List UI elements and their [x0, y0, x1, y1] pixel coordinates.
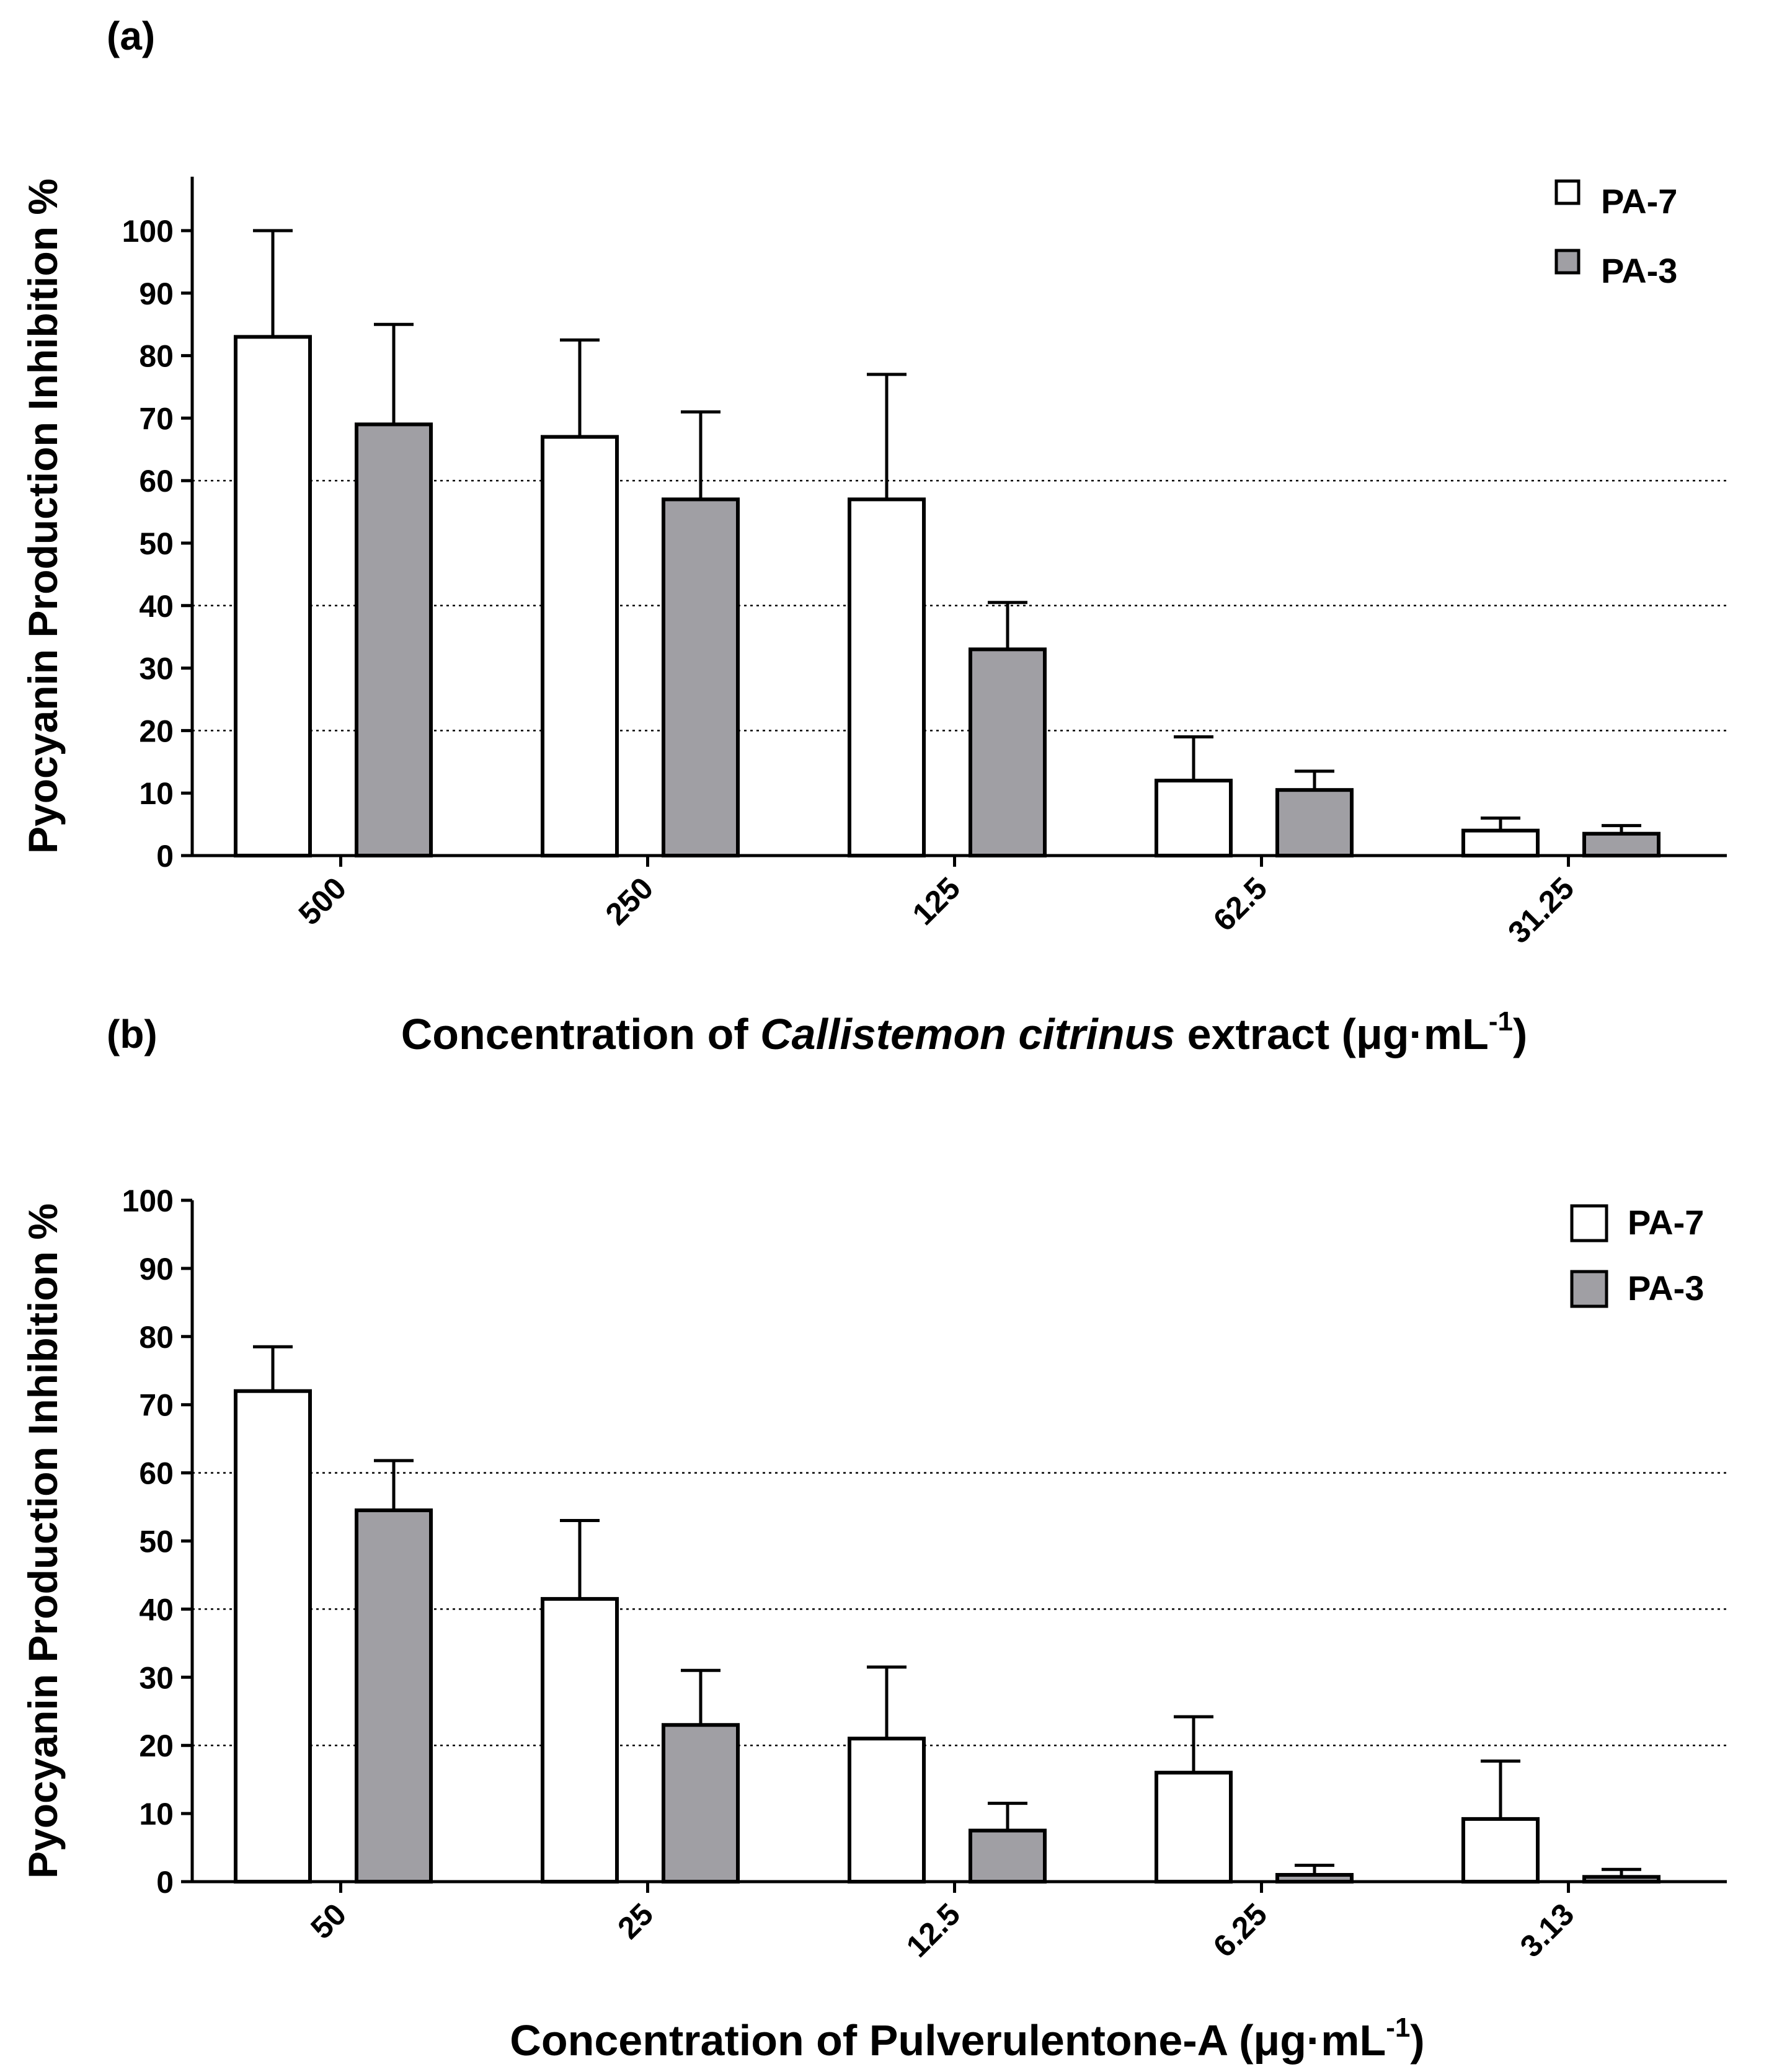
- legend-swatch-pa-7: [1554, 179, 1581, 205]
- bar-pa-3-50: [355, 1508, 433, 1884]
- x-tick-label: 62.5: [1207, 870, 1274, 937]
- x-tick-label: 25: [611, 1897, 660, 1946]
- bar-pa-7-25: [541, 1596, 619, 1884]
- x-tick-label: 500: [292, 870, 353, 932]
- legend-label-pa-3: PA-3: [1601, 251, 1677, 290]
- y-tick-label: 20: [139, 714, 174, 748]
- bar-pa-3-12.5: [969, 1828, 1047, 1884]
- y-tick-label: 90: [139, 277, 174, 311]
- x-tick-label: 3.13: [1514, 1897, 1581, 1964]
- y-tick-label: 40: [139, 589, 174, 624]
- y-tick-label: 50: [139, 1525, 174, 1559]
- chart-panel-b: (b) 0 10 20 30 40 50 60 70 80 90 100 Pyocyanin Produ…: [20, 1012, 1727, 2065]
- bar-pa-7-250: [541, 435, 619, 857]
- legend-swatch-pa-3: [1554, 249, 1581, 275]
- legend-label-pa-3: PA-3: [1628, 1268, 1704, 1308]
- y-tick-label: 10: [139, 776, 174, 811]
- bar-pa-7-62.5: [1155, 779, 1233, 858]
- y-tick-label: 30: [139, 652, 174, 686]
- bar-pa-3-250: [662, 497, 740, 857]
- y-tick-label: 80: [139, 1320, 174, 1355]
- y-tick-label: 100: [122, 214, 174, 249]
- y-tick-label: 0: [156, 839, 174, 874]
- legend-label-pa-7: PA-7: [1628, 1203, 1704, 1242]
- x-tick-label: 12.5: [900, 1897, 967, 1964]
- bar-pa-3-31.25: [1582, 831, 1660, 857]
- bar-pa-7-31.25: [1461, 828, 1540, 858]
- y-tick-label: 100: [122, 1184, 174, 1218]
- y-tick-label: 0: [156, 1865, 174, 1900]
- y-tick-label: 40: [139, 1592, 174, 1627]
- legend-swatch-pa-3: [1570, 1270, 1608, 1308]
- bar-pa-3-3.13: [1582, 1875, 1660, 1884]
- bar-pa-7-12.5: [848, 1737, 926, 1884]
- y-tick-label: 90: [139, 1252, 174, 1286]
- y-tick-label: 50: [139, 526, 174, 561]
- x-tick-label: 50: [304, 1897, 353, 1946]
- bar-pa-3-500: [355, 422, 433, 857]
- bar-pa-7-6.25: [1155, 1771, 1233, 1884]
- y-tick-label: 20: [139, 1729, 174, 1763]
- x-tick-label: 6.25: [1207, 1897, 1274, 1964]
- legend: PA-7 PA-3: [1554, 179, 1677, 290]
- bar-pa-7-3.13: [1461, 1817, 1540, 1884]
- y-tick-label: 10: [139, 1797, 174, 1831]
- y-tick-label: 70: [139, 1388, 174, 1423]
- bar-pa-3-25: [662, 1723, 740, 1884]
- bar-pa-7-125: [848, 497, 926, 857]
- panel-label: (a): [107, 14, 155, 58]
- x-axis-label: Concentration of Pulverulentone-A (μg·mL…: [510, 2012, 1424, 2065]
- x-tick-label: 125: [906, 870, 967, 932]
- legend-swatch-pa-7: [1570, 1204, 1608, 1242]
- y-axis-label: Pyocyanin Production Inhibition %: [20, 179, 66, 854]
- chart-panel-a: (a) 0 10 20 30 40 50 60 70 80 90 100 Pyocyanin Produ…: [20, 14, 1727, 1058]
- y-axis-label: Pyocyanin Production Inhibition %: [20, 1203, 66, 1879]
- legend-label-pa-7: PA-7: [1601, 182, 1677, 221]
- panel-label: (b): [107, 1012, 157, 1056]
- x-axis-label: Concentration of Callistemon citrinus ex…: [401, 1006, 1528, 1058]
- y-tick-label: 80: [139, 339, 174, 374]
- bar-pa-7-50: [234, 1389, 312, 1884]
- bar-pa-3-6.25: [1275, 1873, 1354, 1884]
- bar-pa-3-125: [969, 647, 1047, 857]
- bar-pa-3-62.5: [1275, 788, 1354, 858]
- y-tick-label: 60: [139, 464, 174, 498]
- y-tick-label: 70: [139, 401, 174, 436]
- y-tick-label: 30: [139, 1660, 174, 1695]
- x-tick-label: 31.25: [1501, 870, 1581, 950]
- x-tick-label: 250: [599, 870, 660, 932]
- bar-pa-7-500: [234, 335, 312, 857]
- legend: PA-7 PA-3: [1570, 1203, 1704, 1308]
- y-tick-label: 60: [139, 1456, 174, 1491]
